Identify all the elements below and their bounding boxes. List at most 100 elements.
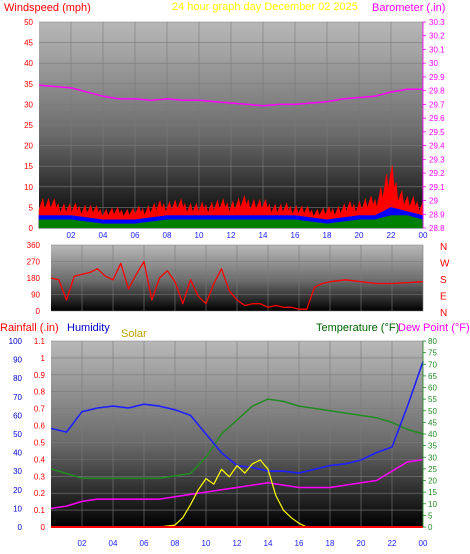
bottom-y-right-ticks: 0 5 10 15 20 25 30 35 40 45 50 55 60 65 70 75 80 xyxy=(422,337,437,532)
rain-tick-label: 0.9 xyxy=(34,371,46,380)
y-tick-label: 25 xyxy=(24,121,33,130)
rain-tick-label: 0 xyxy=(41,523,46,532)
rain-tick-label: 1.1 xyxy=(34,337,46,346)
y-tick-label: 50 xyxy=(24,18,33,27)
y-right-tick-label: 30.1 xyxy=(429,45,445,54)
series-wind-direction xyxy=(50,260,424,310)
x-tick-label: 18 xyxy=(326,539,335,548)
x-tick-label: 02 xyxy=(67,231,76,240)
y-right-tick-label: 29.9 xyxy=(429,73,445,82)
bottom-grid xyxy=(51,340,424,528)
x-tick-label: 20 xyxy=(357,539,366,548)
bottom-x-ticks: 02 04 06 08 10 12 14 16 18 20 22 00 xyxy=(78,539,428,548)
humidity-tick-label: 10 xyxy=(13,504,22,513)
humidity-tick-label: 20 xyxy=(13,486,22,495)
y-right-tick-label: 29.7 xyxy=(429,100,445,109)
dir-y-tick-label: 180 xyxy=(27,274,41,283)
x-tick-label: 06 xyxy=(131,231,140,240)
compass-label: S xyxy=(440,275,447,286)
y-right-tick-label: 30 xyxy=(429,59,438,68)
top-y-right-ticks: 28.8 28.9 29 29.1 29.2 29.3 29.4 29.5 29.6 29.7 29… xyxy=(422,18,445,233)
y-right-tick-label: 29.8 xyxy=(429,87,445,96)
wind-axis-label: Windspeed (mph) xyxy=(4,2,91,14)
series-wind-avg xyxy=(38,207,424,229)
humidity-tick-label: 100 xyxy=(9,337,23,346)
solar-axis-label: Solar xyxy=(121,328,147,340)
dir-y-tick-label: 360 xyxy=(27,241,41,250)
temp-tick-label: 55 xyxy=(428,395,437,404)
x-tick-label: 14 xyxy=(259,231,268,240)
temp-tick-label: 5 xyxy=(428,511,433,520)
y-right-tick-label: 30.3 xyxy=(429,18,445,27)
humidity-tick-label: 90 xyxy=(13,356,22,365)
humidity-tick-label: 40 xyxy=(13,449,22,458)
top-y-left-ticks: 0 5 10 15 20 25 30 35 40 45 50 xyxy=(24,18,33,233)
temperature-axis-label: Temperature (°F) xyxy=(316,322,399,334)
dir-series xyxy=(50,260,424,310)
series-temperature xyxy=(50,398,424,479)
temp-tick-label: 10 xyxy=(428,500,437,509)
dir-y-tick-label: 0 xyxy=(36,307,41,316)
chart-title: 24 hour graph day December 02 2025 xyxy=(172,1,358,13)
y-right-tick-label: 29.2 xyxy=(429,169,445,178)
humidity-tick-label: 80 xyxy=(13,374,22,383)
y-right-tick-label: 28.8 xyxy=(429,224,445,233)
y-right-tick-label: 29.3 xyxy=(429,155,445,164)
x-tick-label: 16 xyxy=(291,231,300,240)
bottom-series xyxy=(50,361,424,528)
dewpoint-axis-label: Dew Point (°F) xyxy=(398,322,470,334)
top-grid xyxy=(39,21,424,229)
y-right-tick-label: 29.6 xyxy=(429,114,445,123)
compass-label: N xyxy=(440,308,447,319)
x-tick-label: 12 xyxy=(233,539,242,548)
y-tick-label: 5 xyxy=(29,203,34,212)
temp-tick-label: 30 xyxy=(428,453,437,462)
y-tick-label: 40 xyxy=(24,59,33,68)
y-right-tick-label: 29 xyxy=(429,197,438,206)
rain-tick-label: 0.5 xyxy=(34,438,46,447)
temp-tick-label: 20 xyxy=(428,477,437,486)
rain-tick-label: 0.2 xyxy=(34,489,46,498)
temp-tick-label: 0 xyxy=(428,523,433,532)
temp-tick-label: 15 xyxy=(428,488,437,497)
series-dew-point xyxy=(50,458,424,510)
temp-tick-label: 25 xyxy=(428,465,437,474)
y-tick-label: 45 xyxy=(24,39,33,48)
humidity-axis-label: Humidity xyxy=(67,322,110,334)
temp-tick-label: 50 xyxy=(428,407,437,416)
temp-tick-label: 65 xyxy=(428,372,437,381)
compass-label: W xyxy=(440,259,450,270)
temp-tick-label: 40 xyxy=(428,430,437,439)
rain-tick-label: 0.1 xyxy=(34,506,46,515)
y-right-tick-label: 29.4 xyxy=(429,142,445,151)
x-tick-label: 20 xyxy=(355,231,364,240)
y-tick-label: 20 xyxy=(24,142,33,151)
dir-y-tick-label: 270 xyxy=(27,258,41,267)
y-tick-label: 35 xyxy=(24,80,33,89)
compass-label: N xyxy=(440,242,447,253)
humidity-tick-label: 0 xyxy=(18,523,23,532)
temp-tick-label: 60 xyxy=(428,384,437,393)
x-tick-label: 00 xyxy=(419,231,428,240)
top-x-ticks: 02 04 06 08 10 12 14 16 18 20 22 00 xyxy=(67,231,428,240)
dir-grid xyxy=(51,244,424,312)
rain-tick-label: 0.3 xyxy=(34,472,46,481)
x-tick-label: 16 xyxy=(295,539,304,548)
humidity-tick-label: 60 xyxy=(13,411,22,420)
y-tick-label: 30 xyxy=(24,100,33,109)
x-tick-label: 22 xyxy=(388,539,397,548)
temp-tick-label: 45 xyxy=(428,418,437,427)
x-tick-label: 22 xyxy=(387,231,396,240)
x-tick-label: 00 xyxy=(419,539,428,548)
y-tick-label: 10 xyxy=(24,183,33,192)
x-tick-label: 10 xyxy=(202,539,211,548)
temp-tick-label: 35 xyxy=(428,442,437,451)
x-tick-label: 04 xyxy=(99,231,108,240)
rain-tick-label: 0.4 xyxy=(34,455,46,464)
x-tick-label: 08 xyxy=(163,231,172,240)
temp-tick-label: 70 xyxy=(428,360,437,369)
rain-tick-label: 0.7 xyxy=(34,405,46,414)
rain-tick-label: 0.6 xyxy=(34,422,46,431)
x-tick-label: 14 xyxy=(264,539,273,548)
